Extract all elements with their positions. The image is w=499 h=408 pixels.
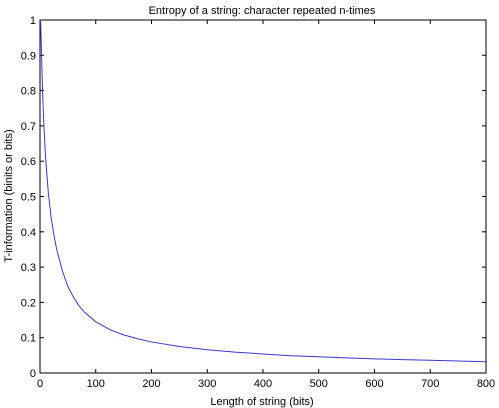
x-tick-label: 700 [421,378,439,390]
x-tick-label: 200 [142,378,160,390]
x-tick-label: 500 [310,378,328,390]
x-tick-label: 300 [198,378,216,390]
x-tick-label: 100 [87,378,105,390]
x-tick-label: 0 [37,378,43,390]
series-line-0 [40,19,487,363]
y-tick-label: 0.7 [21,121,36,133]
x-axis-label: Length of string (bits) [210,396,313,408]
y-tick-label: 0.6 [21,156,36,168]
y-tick-label: 0.1 [21,333,36,345]
x-tick-label: 800 [477,378,495,390]
x-tick-label: 600 [365,378,383,390]
y-tick-label: 0.8 [21,86,36,98]
y-tick-label: 0.4 [21,227,36,239]
plot-area-frame [39,19,487,374]
y-tick-label: 1 [30,15,36,27]
y-tick-label: 0.5 [21,192,36,204]
y-tick-label: 0.3 [21,262,36,274]
y-tick-label: 0.2 [21,297,36,309]
x-tick-label: 400 [254,378,272,390]
y-tick-label: 0 [30,368,36,380]
chart-title: Entropy of a string: character repeated … [149,5,376,17]
y-axis-label: T-information (binits or bits) [3,129,15,262]
y-tick-label: 0.9 [21,50,36,62]
